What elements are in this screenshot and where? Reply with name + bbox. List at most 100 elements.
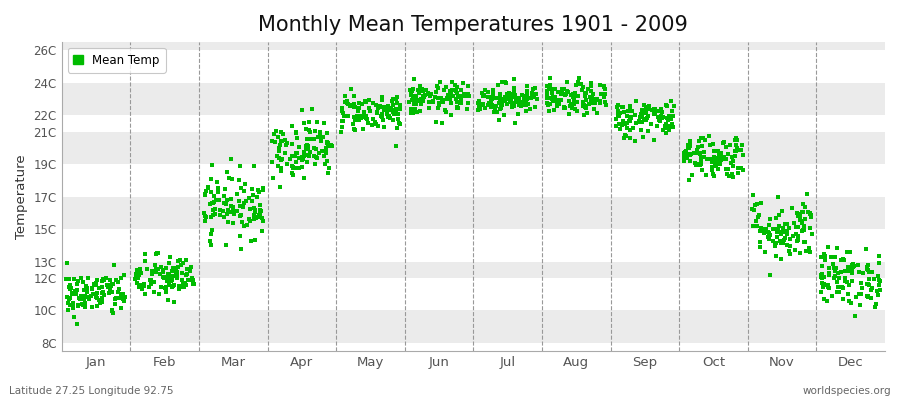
Mean Temp bbox=[834, 284, 849, 291]
Mean Temp bbox=[551, 89, 565, 96]
Mean Temp bbox=[616, 104, 630, 110]
Mean Temp bbox=[831, 284, 845, 291]
Mean Temp bbox=[433, 79, 447, 85]
Mean Temp bbox=[162, 272, 176, 278]
Mean Temp bbox=[702, 132, 716, 139]
Mean Temp bbox=[420, 90, 435, 96]
Mean Temp bbox=[585, 94, 599, 101]
Mean Temp bbox=[386, 111, 400, 118]
Mean Temp bbox=[652, 118, 667, 124]
Mean Temp bbox=[472, 98, 486, 104]
Mean Temp bbox=[253, 202, 267, 208]
Mean Temp bbox=[491, 100, 506, 106]
Mean Temp bbox=[530, 96, 544, 102]
Mean Temp bbox=[414, 96, 428, 102]
Mean Temp bbox=[415, 86, 429, 92]
Mean Temp bbox=[684, 151, 698, 158]
Mean Temp bbox=[106, 310, 121, 316]
Mean Temp bbox=[130, 273, 144, 279]
Mean Temp bbox=[156, 267, 170, 273]
Mean Temp bbox=[482, 94, 496, 100]
Mean Temp bbox=[856, 270, 870, 276]
Mean Temp bbox=[805, 231, 819, 238]
Mean Temp bbox=[349, 112, 364, 119]
Mean Temp bbox=[499, 79, 513, 85]
Mean Temp bbox=[844, 278, 859, 284]
Mean Temp bbox=[623, 134, 637, 141]
Mean Temp bbox=[656, 127, 670, 134]
Mean Temp bbox=[90, 277, 104, 284]
Mean Temp bbox=[116, 294, 130, 300]
Mean Temp bbox=[162, 281, 176, 288]
Mean Temp bbox=[771, 212, 786, 218]
Mean Temp bbox=[278, 137, 293, 144]
Mean Temp bbox=[312, 134, 327, 141]
Mean Temp bbox=[85, 286, 99, 292]
Mean Temp bbox=[820, 298, 834, 304]
Mean Temp bbox=[133, 282, 148, 288]
Mean Temp bbox=[817, 282, 832, 288]
Mean Temp bbox=[571, 79, 585, 86]
Mean Temp bbox=[350, 108, 365, 114]
Mean Temp bbox=[431, 101, 446, 108]
Mean Temp bbox=[612, 126, 626, 133]
Mean Temp bbox=[683, 142, 698, 149]
Mean Temp bbox=[392, 105, 407, 111]
Mean Temp bbox=[346, 126, 361, 132]
Mean Temp bbox=[198, 192, 212, 198]
Mean Temp bbox=[447, 87, 462, 94]
Mean Temp bbox=[726, 158, 741, 165]
Mean Temp bbox=[627, 138, 642, 144]
Mean Temp bbox=[724, 154, 739, 160]
Mean Temp bbox=[832, 289, 846, 295]
Mean Temp bbox=[274, 138, 288, 144]
Mean Temp bbox=[695, 142, 709, 149]
Mean Temp bbox=[559, 90, 573, 97]
Mean Temp bbox=[358, 112, 373, 119]
Mean Temp bbox=[389, 96, 403, 102]
Mean Temp bbox=[160, 274, 175, 280]
Mean Temp bbox=[736, 152, 751, 158]
Mean Temp bbox=[113, 275, 128, 282]
Mean Temp bbox=[284, 123, 299, 129]
Mean Temp bbox=[519, 88, 534, 94]
Mean Temp bbox=[386, 96, 400, 102]
Mean Temp bbox=[580, 110, 594, 116]
Mean Temp bbox=[145, 268, 159, 274]
Mean Temp bbox=[770, 240, 784, 247]
Mean Temp bbox=[315, 147, 329, 154]
Mean Temp bbox=[89, 280, 104, 286]
Mean Temp bbox=[713, 153, 727, 160]
Mean Temp bbox=[510, 95, 525, 101]
Mean Temp bbox=[572, 92, 586, 99]
Mean Temp bbox=[130, 268, 144, 274]
Mean Temp bbox=[836, 284, 850, 291]
Mean Temp bbox=[712, 152, 726, 158]
Mean Temp bbox=[390, 100, 404, 106]
Mean Temp bbox=[625, 108, 639, 114]
Mean Temp bbox=[430, 105, 445, 111]
Mean Temp bbox=[778, 235, 792, 241]
Mean Temp bbox=[554, 97, 569, 103]
Mean Temp bbox=[462, 92, 476, 99]
Mean Temp bbox=[338, 93, 352, 100]
Mean Temp bbox=[75, 301, 89, 308]
Mean Temp bbox=[446, 93, 460, 99]
Mean Temp bbox=[664, 98, 679, 104]
Mean Temp bbox=[870, 288, 885, 294]
Mean Temp bbox=[362, 97, 376, 104]
Mean Temp bbox=[666, 124, 680, 130]
Mean Temp bbox=[659, 130, 673, 136]
Mean Temp bbox=[252, 212, 266, 218]
Mean Temp bbox=[224, 202, 238, 209]
Mean Temp bbox=[862, 276, 877, 282]
Mean Temp bbox=[522, 106, 536, 112]
Mean Temp bbox=[284, 156, 298, 162]
Mean Temp bbox=[275, 131, 290, 138]
Mean Temp bbox=[94, 284, 109, 290]
Mean Temp bbox=[220, 197, 234, 204]
Mean Temp bbox=[850, 294, 864, 300]
Mean Temp bbox=[557, 105, 572, 112]
Mean Temp bbox=[579, 97, 593, 104]
Mean Temp bbox=[65, 291, 79, 298]
